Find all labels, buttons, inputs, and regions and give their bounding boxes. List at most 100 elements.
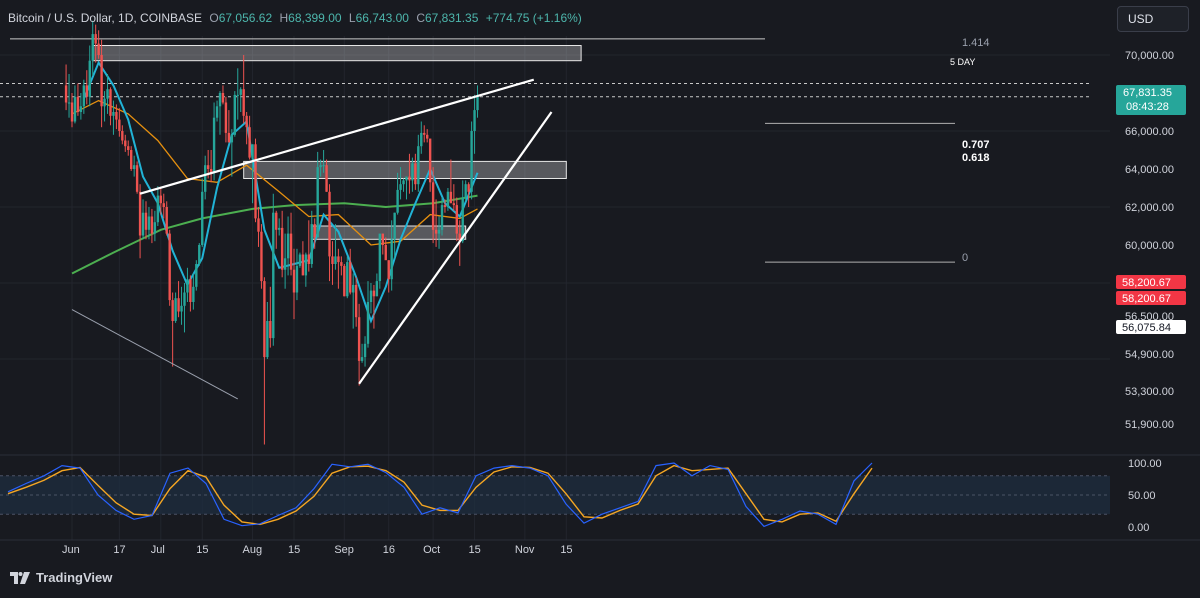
candle — [186, 267, 189, 302]
candle — [141, 199, 145, 240]
candle — [269, 286, 272, 348]
currency-button[interactable]: USD — [1117, 6, 1189, 32]
price-axis: 70,000.00 66,000.00 64,000.00 62,000.00 60,0… — [1125, 50, 1174, 431]
candle — [431, 167, 435, 244]
candle-body — [423, 132, 426, 135]
candle-body — [269, 321, 272, 339]
candle-body — [100, 55, 103, 107]
candle-body — [280, 227, 284, 270]
candle — [180, 286, 183, 325]
candle-body — [396, 189, 399, 213]
candle-body — [295, 265, 299, 293]
time-axis-label: Jul — [151, 544, 165, 556]
candle-body — [286, 233, 290, 259]
candle — [85, 70, 88, 105]
candle-body — [298, 254, 302, 266]
candle — [192, 273, 195, 310]
candle-body — [79, 106, 83, 112]
time-axis-label: 17 — [113, 544, 125, 556]
candle-body — [384, 245, 387, 261]
candle-body — [334, 256, 337, 264]
candle-body — [346, 262, 349, 297]
candle — [138, 184, 142, 259]
price-axis-label: 60,000.00 — [1125, 240, 1174, 252]
candle-body — [266, 321, 269, 358]
candle — [446, 188, 450, 211]
candle-body — [227, 132, 231, 143]
candle-body — [73, 96, 77, 122]
tradingview-logo[interactable]: TradingView — [10, 570, 112, 585]
candle-body — [405, 176, 408, 181]
candle-body — [292, 269, 296, 293]
candle-body — [446, 191, 450, 207]
candle-body — [363, 343, 367, 358]
candle-body — [257, 218, 260, 232]
candle-body — [192, 286, 195, 302]
candle-body — [70, 102, 74, 122]
candle — [295, 248, 299, 301]
candle — [82, 79, 86, 114]
candle-body — [218, 93, 222, 107]
candle-body — [106, 89, 109, 99]
candle-body — [224, 102, 228, 133]
candle — [476, 85, 479, 118]
fib-0618-label: 0.618 — [962, 152, 990, 164]
candle — [144, 201, 148, 240]
candle — [91, 20, 94, 76]
trendline-upper — [139, 78, 535, 195]
candle — [168, 229, 171, 306]
candle — [212, 102, 216, 181]
candle-body — [428, 138, 432, 183]
candle — [233, 91, 236, 137]
candle — [76, 83, 80, 116]
candle-body — [130, 150, 133, 169]
candle — [310, 210, 313, 268]
candle-body — [124, 140, 127, 147]
five-day-label: 5 DAY — [950, 57, 975, 67]
fib-0-label: 0 — [962, 252, 968, 264]
candle — [171, 292, 174, 367]
symbol-header: Bitcoin / U.S. Dollar, 1D, COINBASE O67,… — [8, 11, 582, 25]
fib-0707-label: 0.707 — [962, 139, 990, 151]
candle — [109, 87, 112, 126]
time-axis-label: 16 — [383, 544, 395, 556]
low-value: 66,743.00 — [355, 11, 409, 25]
candle — [411, 157, 414, 192]
candle-body — [272, 212, 275, 339]
candle — [390, 220, 393, 291]
candle-body — [426, 134, 429, 139]
candle — [251, 144, 254, 204]
candle-body — [352, 284, 355, 293]
candle — [384, 237, 387, 261]
trendline-lower — [358, 111, 553, 385]
candle — [313, 218, 316, 249]
candle — [467, 182, 470, 207]
price-axis-label: 53,300.00 — [1125, 386, 1174, 398]
candle-body — [408, 176, 411, 181]
candle-body — [440, 205, 444, 230]
candle — [372, 284, 376, 329]
candle — [405, 176, 408, 200]
candle — [118, 108, 121, 137]
candle — [428, 138, 432, 192]
candle-body — [289, 233, 293, 270]
candle-body — [411, 163, 414, 181]
candle — [195, 260, 198, 291]
time-axis-label: 15 — [469, 544, 481, 556]
candle-body — [186, 279, 189, 293]
candle-body — [168, 233, 171, 301]
time-axis-label: Oct — [423, 544, 440, 556]
candle-body — [239, 89, 242, 95]
tradingview-brand: TradingView — [36, 570, 113, 585]
candle — [263, 277, 266, 445]
candle — [304, 252, 308, 287]
price-tag-white-value: 56,075.84 — [1122, 322, 1171, 334]
candle — [426, 129, 429, 143]
candle — [301, 241, 305, 276]
candle — [73, 85, 77, 124]
candle-body — [414, 163, 417, 185]
candle — [292, 248, 296, 320]
candle — [443, 199, 447, 213]
candle-body — [476, 96, 479, 111]
